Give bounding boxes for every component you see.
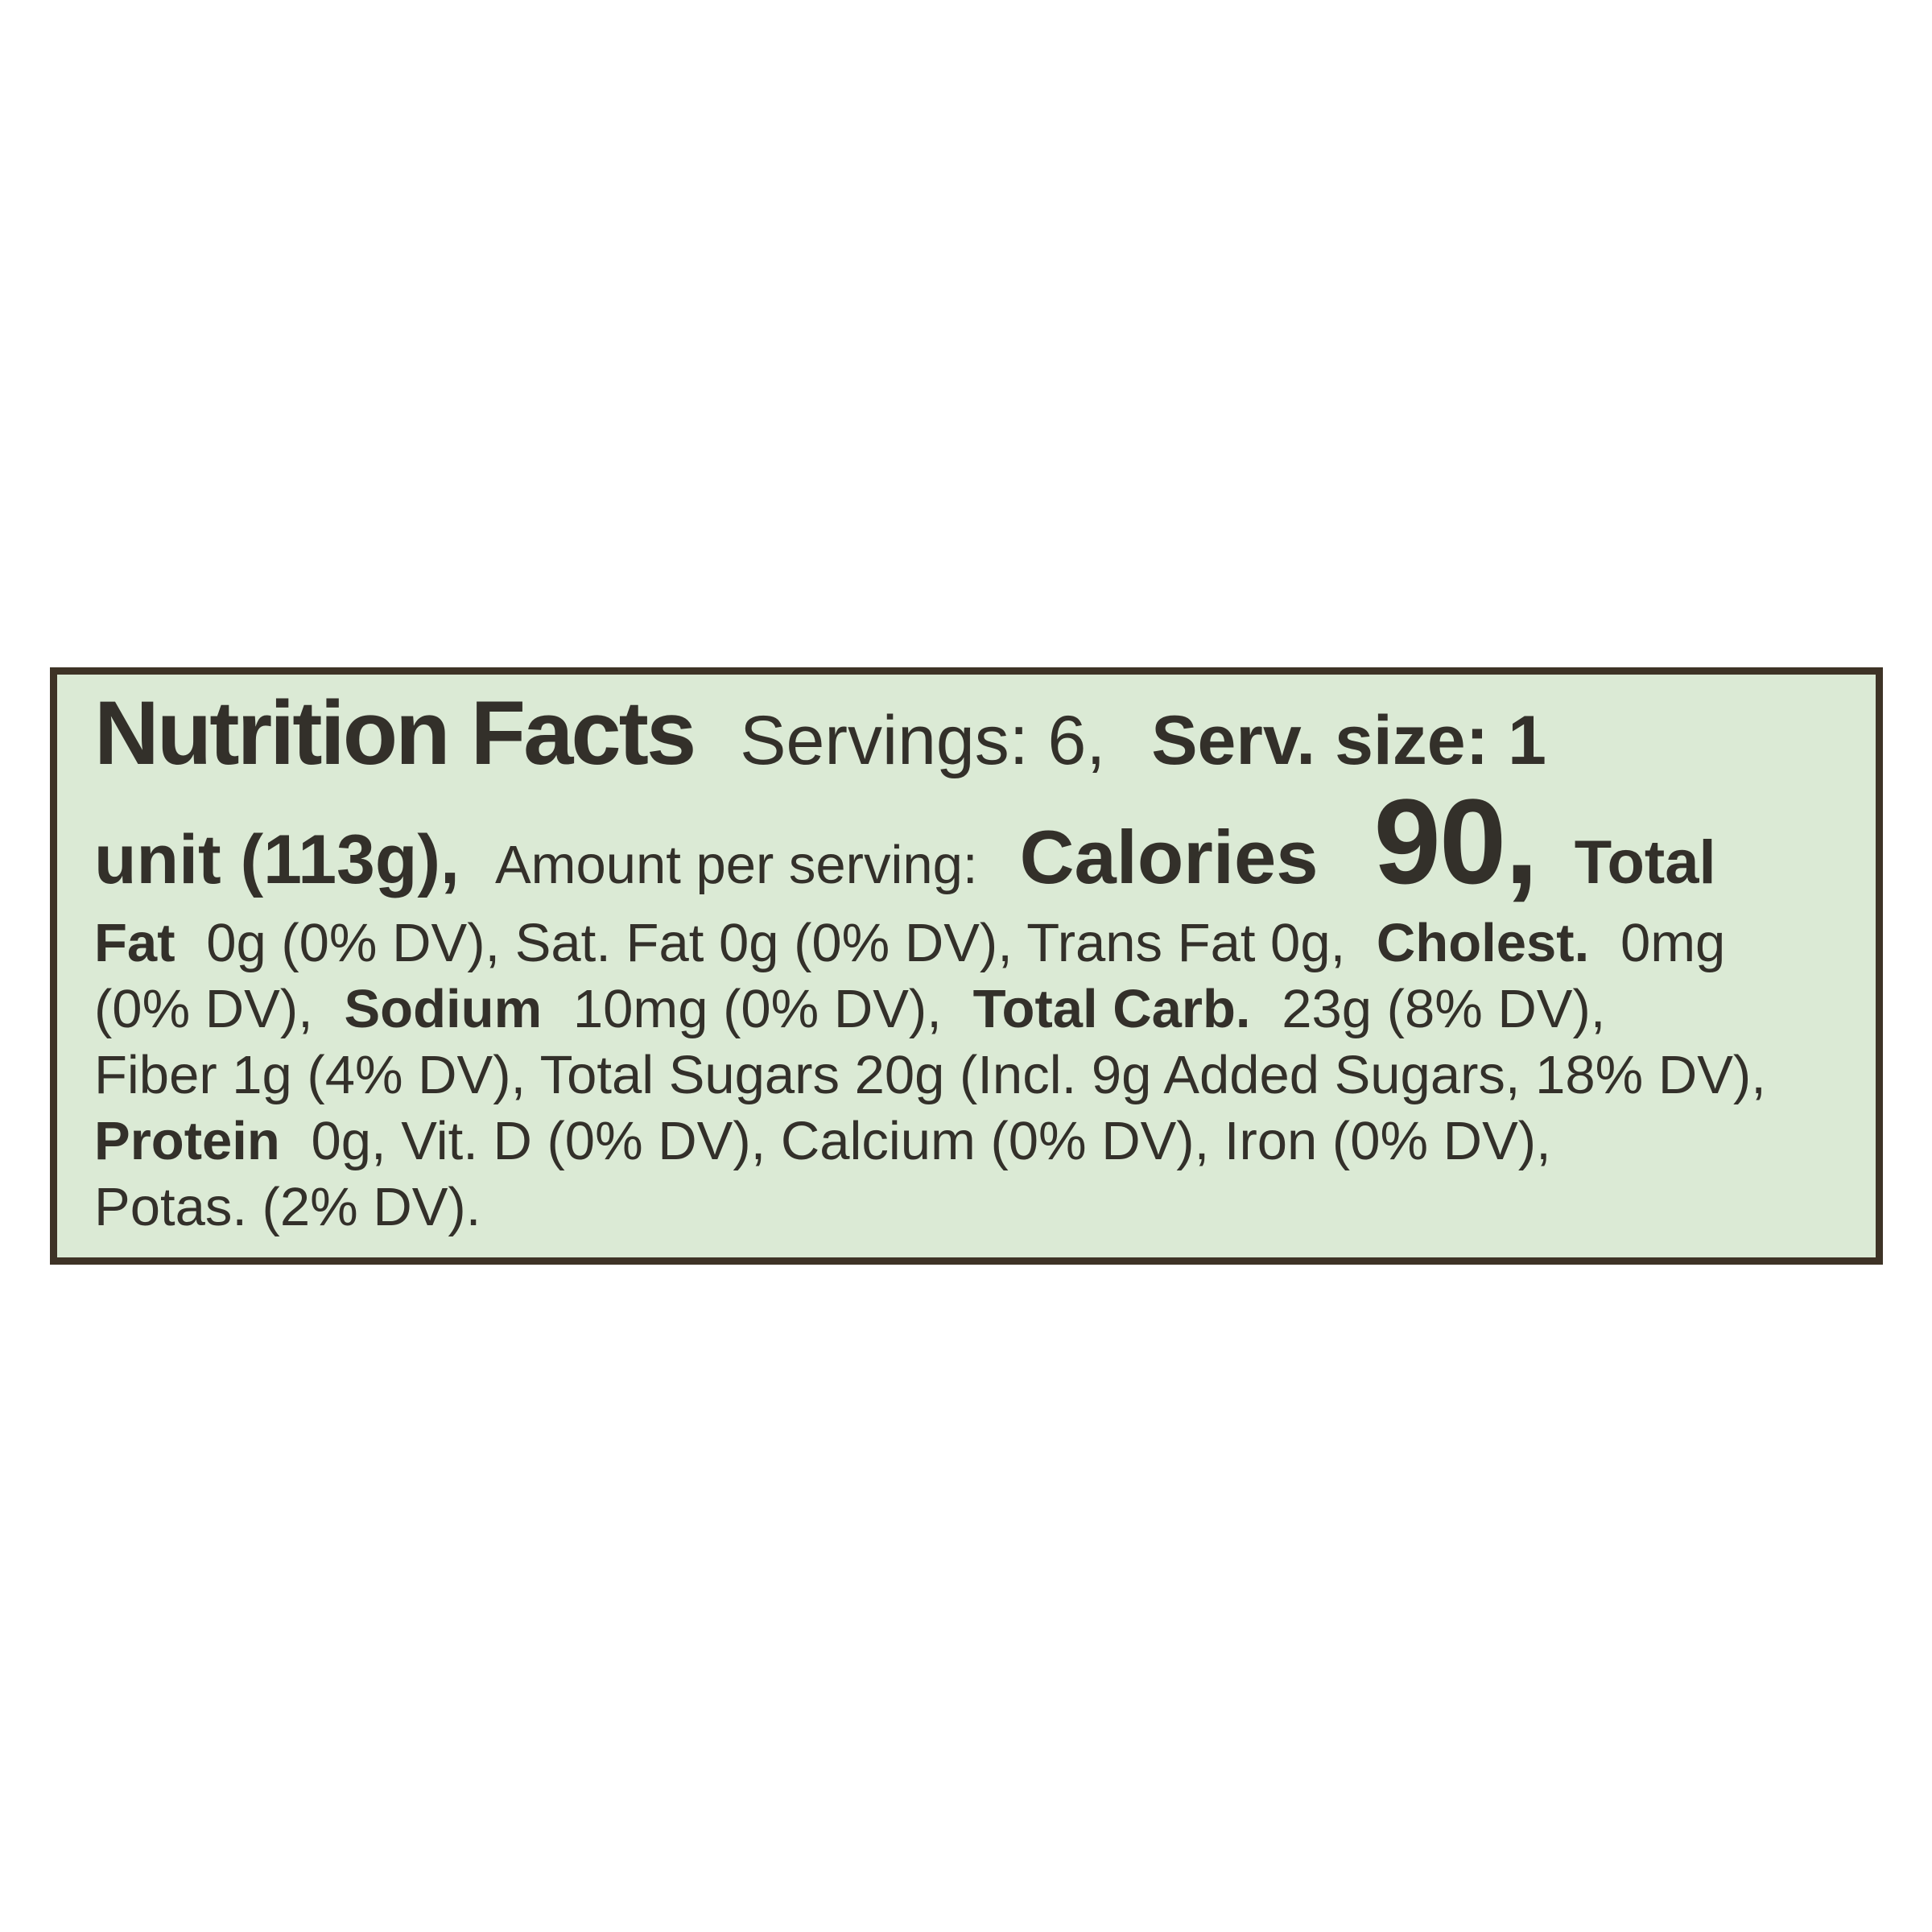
calories-label: Calories <box>1019 815 1319 899</box>
servings-count-text: Servings: 6, <box>740 702 1106 779</box>
label-line-3: Fat 0g (0% DV), Sat. Fat 0g (0% DV), Tra… <box>94 910 1852 976</box>
cholesterol-dv-text: (0% DV), <box>94 979 313 1039</box>
protein-and-vitamins-text: 0g, Vit. D (0% DV), Calcium (0% DV), Iro… <box>311 1111 1551 1171</box>
label-line-4: (0% DV), Sodium 10mg (0% DV), Total Carb… <box>94 976 1852 1042</box>
protein-label: Protein <box>94 1111 280 1171</box>
total-fat-label-part1: Total <box>1574 828 1716 897</box>
nutrition-label: Nutrition Facts Servings: 6, Serv. size:… <box>50 667 1883 1265</box>
sodium-label: Sodium <box>344 979 543 1039</box>
nutrition-facts-title: Nutrition Facts <box>94 683 696 783</box>
total-fat-label-part2: Fat <box>94 913 175 973</box>
total-carb-label: Total Carb. <box>972 979 1251 1039</box>
serving-size-text-part1: Serv. size: 1 <box>1151 702 1546 779</box>
cholesterol-label: Cholest. <box>1376 913 1590 973</box>
calories-value: 90, <box>1373 774 1538 909</box>
total-carb-value: 23g (8% DV), <box>1282 979 1606 1039</box>
label-line-7: Potas. (2% DV). <box>94 1174 1852 1241</box>
fiber-and-sugars-text: Fiber 1g (4% DV), Total Sugars 20g (Incl… <box>94 1045 1766 1105</box>
potassium-text: Potas. (2% DV). <box>94 1177 481 1237</box>
label-line-6: Protein 0g, Vit. D (0% DV), Calcium (0% … <box>94 1108 1852 1174</box>
amount-per-serving-label: Amount per serving: <box>494 835 978 895</box>
cholesterol-value: 0mg <box>1620 913 1726 973</box>
label-line-2: unit (113g), Amount per serving: Calorie… <box>94 781 1852 910</box>
label-line-5: Fiber 1g (4% DV), Total Sugars 20g (Incl… <box>94 1042 1852 1108</box>
label-line-1: Nutrition Facts Servings: 6, Serv. size:… <box>94 683 1852 791</box>
fat-values-text: 0g (0% DV), Sat. Fat 0g (0% DV), Trans F… <box>206 913 1346 973</box>
sodium-value: 10mg (0% DV), <box>572 979 942 1039</box>
serving-size-text-part2: unit (113g), <box>94 821 460 898</box>
